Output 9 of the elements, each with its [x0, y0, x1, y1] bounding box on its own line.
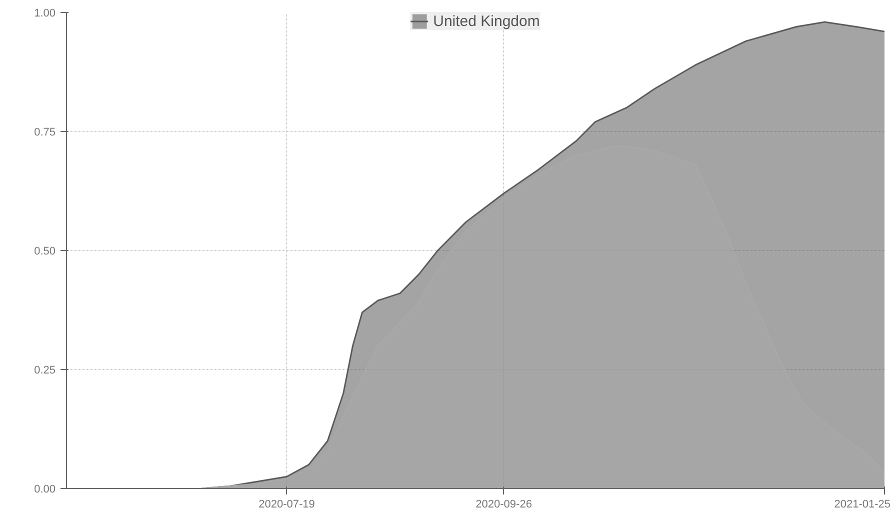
- y-tick-label: 0.75: [34, 126, 56, 138]
- y-tick-label: 0.00: [34, 484, 56, 496]
- x-tick-label: 2021-01-25: [834, 498, 890, 510]
- legend-label: United Kingdom: [433, 12, 540, 30]
- y-tick-label: 0.25: [34, 364, 56, 376]
- x-tick-label: 2020-07-19: [258, 498, 315, 510]
- y-tick-label: 1.00: [34, 8, 56, 20]
- x-tick-label: 2020-09-26: [476, 498, 532, 510]
- y-tick-label: 0.50: [34, 246, 56, 258]
